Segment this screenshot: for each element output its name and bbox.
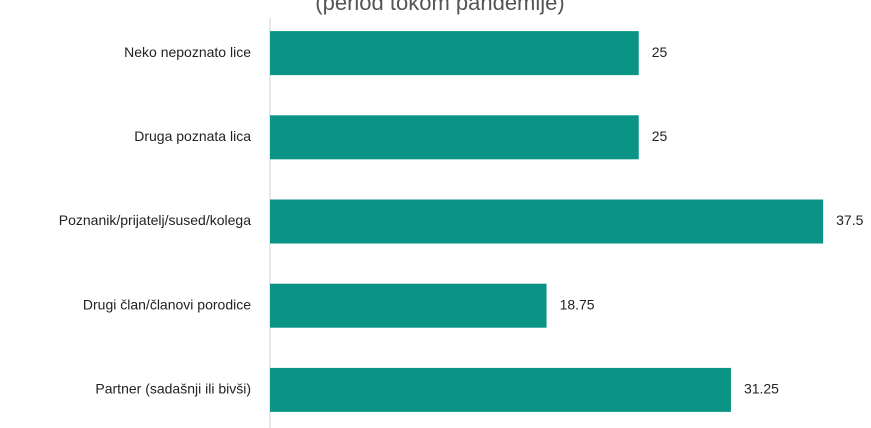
value-label: 31.25 [744,381,779,397]
y-tick-label: Partner (sadašnji ili bivši) [95,381,251,397]
bar [270,31,639,76]
chart-title: (period tokom pandemije) [315,0,564,15]
bar [270,367,731,412]
bar [270,115,639,160]
y-tick-label: Neko nepoznato lice [124,44,251,60]
value-label: 25 [652,44,668,60]
value-label: 37.5 [836,212,863,228]
y-tick-label: Drugi član/članovi porodice [83,296,251,312]
y-tick-label: Poznanik/prijatelj/sused/kolega [59,212,251,228]
value-label: 18.75 [560,296,595,312]
bar [270,283,547,328]
bar [270,199,824,244]
value-label: 25 [652,128,668,144]
y-tick-label: Druga poznata lica [134,128,251,144]
